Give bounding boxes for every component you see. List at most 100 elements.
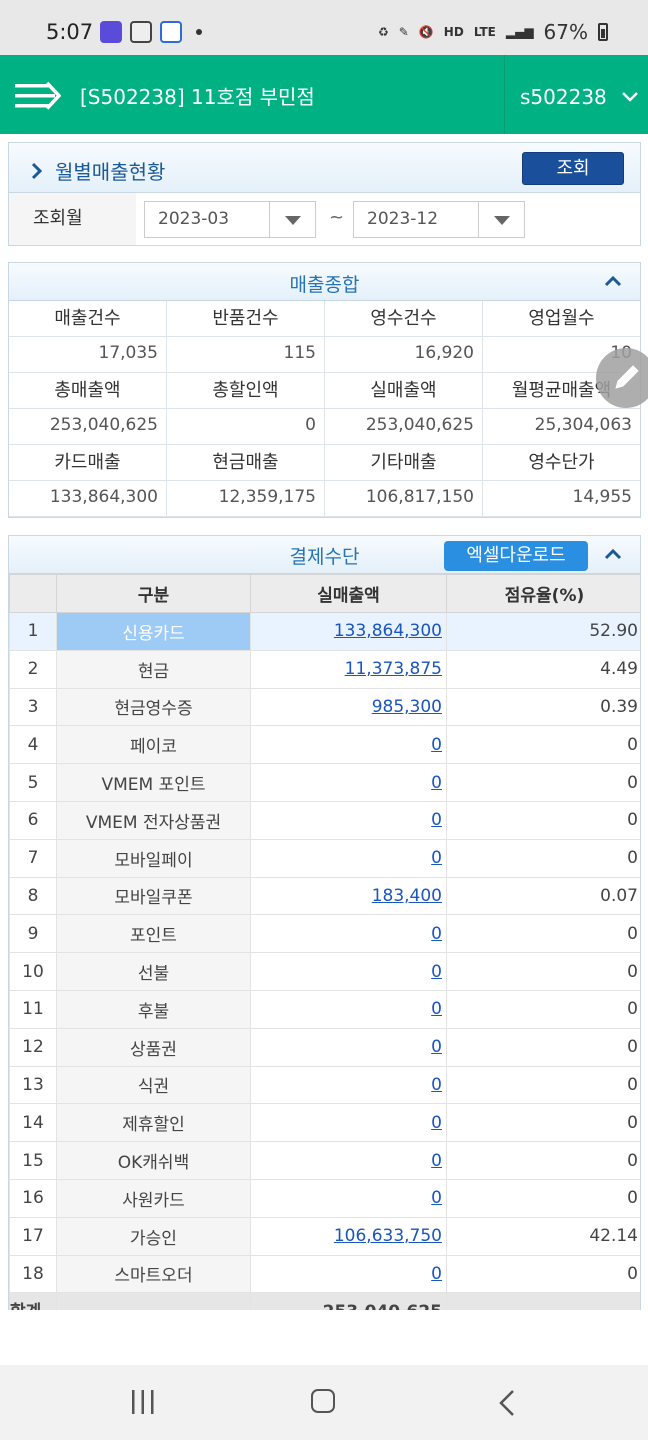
payment-method-name[interactable]: 포인트 <box>56 914 251 954</box>
amount-link[interactable]: 0 <box>431 1112 442 1133</box>
amount-link[interactable]: 0 <box>431 848 442 869</box>
row-number: 6 <box>9 800 57 840</box>
column-header[interactable]: 구분 <box>56 574 251 613</box>
table-row[interactable]: 18 스마트오더 0 0 <box>9 1254 640 1294</box>
payment-table: 구분 실매출액 점유율(%) 1 신용카드 133,864,300 52.90 2 현금 1… <box>9 574 640 1310</box>
collapse-icon[interactable] <box>604 548 622 560</box>
table-row[interactable]: 14 제휴할인 0 0 <box>9 1103 640 1143</box>
back-icon[interactable] <box>498 1389 516 1417</box>
payment-method-name[interactable]: 상품권 <box>56 1027 251 1067</box>
amount-link[interactable]: 106,633,750 <box>333 1226 442 1247</box>
payment-method-name[interactable]: VMEM 포인트 <box>56 763 251 802</box>
amount-link[interactable]: 11,373,875 <box>344 659 442 680</box>
table-row[interactable]: 1 신용카드 133,864,300 52.90 <box>9 612 640 651</box>
summary-value: 25,304,063 <box>483 409 640 445</box>
share-percent: 0 <box>446 914 640 954</box>
payment-method-name[interactable]: OK캐쉬백 <box>56 1141 251 1180</box>
column-header[interactable]: 점유율(%) <box>446 574 640 613</box>
table-row[interactable]: 7 모바일페이 0 0 <box>9 838 640 878</box>
user-dropdown[interactable]: s502238 <box>520 85 639 109</box>
payment-method-name[interactable]: 사원카드 <box>56 1178 251 1218</box>
amount-link[interactable]: 133,864,300 <box>333 621 442 642</box>
payment-method-name[interactable]: 페이코 <box>56 725 251 765</box>
payment-method-name[interactable]: 선불 <box>56 952 251 991</box>
floating-edit-button[interactable] <box>596 348 648 408</box>
table-row[interactable]: 5 VMEM 포인트 0 0 <box>9 763 640 802</box>
payment-method-name[interactable]: 후불 <box>56 989 251 1029</box>
table-row[interactable]: 9 포인트 0 0 <box>9 914 640 954</box>
amount-cell: 0 <box>250 838 447 878</box>
payment-method-name[interactable]: 식권 <box>56 1065 251 1105</box>
table-row[interactable]: 2 현금 11,373,875 4.49 <box>9 649 640 689</box>
amount-link[interactable]: 985,300 <box>371 696 442 717</box>
row-number: 10 <box>9 952 57 991</box>
pen-icon: ✎ <box>398 25 409 39</box>
payment-method-name[interactable]: 신용카드 <box>56 612 251 651</box>
table-row[interactable]: 10 선불 0 0 <box>9 952 640 991</box>
share-percent: 0 <box>446 1103 640 1143</box>
table-row[interactable]: 12 상품권 0 0 <box>9 1027 640 1067</box>
summary-panel-header[interactable]: 매출종합 <box>9 263 640 301</box>
amount-link[interactable]: 0 <box>431 923 442 944</box>
to-month-select[interactable]: 2023-12 <box>353 201 525 238</box>
table-row[interactable]: 8 모바일쿠폰 183,400 0.07 <box>9 876 640 916</box>
table-row[interactable]: 4 페이코 0 0 <box>9 725 640 765</box>
payment-method-name[interactable]: 제휴할인 <box>56 1103 251 1143</box>
share-percent: 0 <box>446 1254 640 1294</box>
payment-method-name[interactable]: 현금영수증 <box>56 687 251 727</box>
share-percent: 0 <box>446 725 640 765</box>
from-month-select[interactable]: 2023-03 <box>144 201 316 238</box>
summary-label: 실매출액 <box>325 373 483 409</box>
table-row[interactable]: 3 현금영수증 985,300 0.39 <box>9 687 640 727</box>
amount-link[interactable]: 0 <box>431 810 442 831</box>
row-number: 13 <box>9 1065 57 1105</box>
amount-link[interactable]: 0 <box>431 1037 442 1058</box>
table-row[interactable]: 17 가승인 106,633,750 42.14 <box>9 1216 640 1256</box>
user-id: s502238 <box>520 85 607 109</box>
amount-link[interactable]: 0 <box>431 772 442 793</box>
from-month-value: 2023-03 <box>158 209 230 229</box>
amount-link[interactable]: 0 <box>431 1263 442 1284</box>
amount-cell: 0 <box>250 1178 447 1218</box>
total-amount: 253,040,625 <box>250 1292 447 1310</box>
amount-link[interactable]: 183,400 <box>371 885 442 906</box>
collapse-icon[interactable] <box>604 275 622 287</box>
amount-cell: 985,300 <box>250 687 447 727</box>
amount-link[interactable]: 0 <box>431 961 442 982</box>
amount-link[interactable]: 0 <box>431 1188 442 1209</box>
table-row[interactable]: 11 후불 0 0 <box>9 989 640 1029</box>
summary-value: 16,920 <box>325 337 483 373</box>
home-icon[interactable] <box>311 1389 335 1413</box>
share-percent: 42.14 <box>446 1216 640 1256</box>
payment-method-name[interactable]: 스마트오더 <box>56 1254 251 1294</box>
payment-method-name[interactable]: 모바일페이 <box>56 838 251 878</box>
query-button[interactable]: 조회 <box>522 152 624 185</box>
summary-value: 115 <box>167 337 325 373</box>
row-number: 5 <box>9 763 57 802</box>
table-row[interactable]: 16 사원카드 0 0 <box>9 1178 640 1218</box>
payment-method-name[interactable]: 가승인 <box>56 1216 251 1256</box>
dropdown-arrow-icon <box>478 202 524 237</box>
amount-cell: 183,400 <box>250 876 447 916</box>
payment-method-name[interactable]: 모바일쿠폰 <box>56 876 251 916</box>
recent-apps-icon[interactable] <box>130 1389 156 1415</box>
amount-link[interactable]: 0 <box>431 999 442 1020</box>
amount-link[interactable]: 0 <box>431 734 442 755</box>
table-row[interactable]: 15 OK캐쉬백 0 0 <box>9 1141 640 1180</box>
system-nav-bar <box>0 1365 648 1440</box>
amount-link[interactable]: 0 <box>431 1074 442 1095</box>
amount-link[interactable]: 0 <box>431 1150 442 1171</box>
amount-cell: 0 <box>250 914 447 954</box>
share-percent: 0 <box>446 763 640 802</box>
column-header[interactable]: 실매출액 <box>250 574 447 613</box>
row-number: 11 <box>9 989 57 1029</box>
payment-method-name[interactable]: 현금 <box>56 649 251 689</box>
table-row[interactable]: 6 VMEM 전자상품권 0 0 <box>9 800 640 840</box>
payment-panel: 결제수단 엑셀다운로드 구분 실매출액 점유율(%) 1 신용카드 133,864,… <box>8 535 641 1310</box>
menu-icon[interactable] <box>15 81 61 111</box>
mute-icon: 🔇 <box>418 25 434 39</box>
summary-value: 133,864,300 <box>9 481 167 517</box>
table-row[interactable]: 13 식권 0 0 <box>9 1065 640 1105</box>
excel-download-button[interactable]: 엑셀다운로드 <box>444 541 588 571</box>
payment-method-name[interactable]: VMEM 전자상품권 <box>56 800 251 840</box>
